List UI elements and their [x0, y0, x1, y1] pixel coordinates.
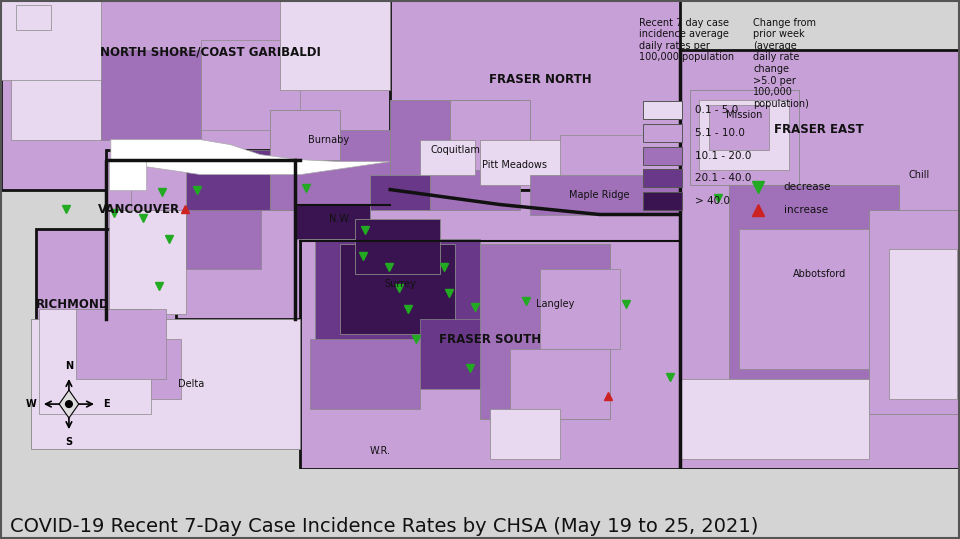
Text: Burnaby: Burnaby: [308, 135, 348, 144]
Polygon shape: [340, 245, 455, 334]
Polygon shape: [185, 160, 260, 270]
Text: RICHMOND: RICHMOND: [36, 298, 109, 311]
Text: Mission: Mission: [726, 110, 762, 120]
Polygon shape: [101, 50, 201, 140]
Text: 10.1 - 20.0: 10.1 - 20.0: [695, 151, 752, 161]
Polygon shape: [31, 319, 300, 449]
Polygon shape: [889, 250, 957, 399]
Polygon shape: [530, 175, 680, 215]
Polygon shape: [296, 204, 371, 239]
Polygon shape: [390, 0, 680, 190]
Text: Change from
prior week
(average
daily rate
change
>5.0 per
100,000
population): Change from prior week (average daily ra…: [754, 18, 816, 109]
Circle shape: [65, 400, 72, 407]
Polygon shape: [709, 105, 769, 150]
Polygon shape: [739, 230, 875, 369]
Text: W: W: [26, 399, 36, 409]
Polygon shape: [106, 150, 300, 319]
Polygon shape: [39, 309, 151, 414]
Bar: [643, 101, 682, 120]
Text: NORTH SHORE/COAST GARIBALDI: NORTH SHORE/COAST GARIBALDI: [100, 45, 321, 58]
Polygon shape: [316, 239, 480, 369]
Polygon shape: [680, 50, 959, 469]
Polygon shape: [81, 339, 180, 399]
Polygon shape: [390, 100, 520, 210]
Text: increase: increase: [783, 205, 828, 215]
Polygon shape: [310, 339, 420, 409]
Text: E: E: [104, 399, 110, 409]
Polygon shape: [16, 5, 51, 30]
Text: 5.1 - 10.0: 5.1 - 10.0: [695, 128, 745, 138]
Polygon shape: [420, 319, 500, 389]
Text: FRASER SOUTH: FRASER SOUTH: [439, 333, 541, 345]
Text: Chill: Chill: [908, 170, 929, 179]
Text: S: S: [65, 437, 73, 447]
Text: decrease: decrease: [783, 182, 831, 192]
Polygon shape: [271, 110, 340, 160]
Polygon shape: [108, 210, 185, 314]
Polygon shape: [700, 100, 789, 170]
Polygon shape: [300, 190, 680, 469]
Polygon shape: [540, 270, 620, 349]
Polygon shape: [420, 140, 475, 175]
Polygon shape: [689, 90, 800, 184]
Polygon shape: [271, 130, 390, 210]
Text: N: N: [65, 361, 73, 371]
Polygon shape: [480, 140, 570, 184]
Text: W.R.: W.R.: [370, 446, 391, 456]
Polygon shape: [371, 175, 430, 210]
Polygon shape: [185, 150, 296, 210]
Text: VANCOUVER: VANCOUVER: [98, 203, 180, 216]
Text: FRASER NORTH: FRASER NORTH: [489, 73, 591, 86]
Text: Langley: Langley: [536, 299, 574, 309]
Polygon shape: [355, 219, 440, 274]
Polygon shape: [510, 349, 610, 419]
Text: Surrey: Surrey: [384, 279, 416, 289]
Text: Abbotsford: Abbotsford: [793, 270, 846, 279]
Polygon shape: [560, 135, 680, 175]
Bar: [643, 169, 682, 188]
Polygon shape: [36, 230, 176, 419]
Polygon shape: [131, 160, 185, 210]
Polygon shape: [1, 0, 430, 190]
Polygon shape: [450, 100, 530, 170]
Text: Coquitlam: Coquitlam: [430, 144, 480, 155]
Text: Pitt Meadows: Pitt Meadows: [483, 160, 547, 170]
Text: 0.1 - 5.0: 0.1 - 5.0: [695, 106, 738, 115]
Text: Maple Ridge: Maple Ridge: [569, 190, 630, 199]
Polygon shape: [110, 140, 390, 175]
Text: > 40.0: > 40.0: [695, 196, 730, 206]
Text: Recent 7 day case
incidence average
daily rates per
100,000 population: Recent 7 day case incidence average dail…: [639, 18, 734, 63]
Polygon shape: [480, 245, 610, 419]
Polygon shape: [108, 160, 146, 190]
Text: 20.1 - 40.0: 20.1 - 40.0: [695, 174, 752, 183]
Polygon shape: [1, 0, 101, 80]
Text: COVID-19 Recent 7-Day Case Incidence Rates by CHSA (May 19 to 25, 2021): COVID-19 Recent 7-Day Case Incidence Rat…: [10, 517, 758, 536]
Bar: [643, 124, 682, 142]
Text: N.W.: N.W.: [329, 215, 351, 225]
Polygon shape: [730, 184, 900, 379]
Bar: [643, 192, 682, 210]
Polygon shape: [280, 0, 390, 90]
Polygon shape: [76, 309, 166, 379]
Polygon shape: [490, 409, 560, 459]
Polygon shape: [680, 379, 869, 459]
Polygon shape: [201, 40, 300, 130]
Polygon shape: [60, 390, 79, 418]
Polygon shape: [869, 210, 959, 414]
Bar: [643, 147, 682, 165]
Text: Delta: Delta: [178, 379, 204, 389]
Polygon shape: [12, 50, 101, 140]
Text: FRASER EAST: FRASER EAST: [775, 123, 864, 136]
